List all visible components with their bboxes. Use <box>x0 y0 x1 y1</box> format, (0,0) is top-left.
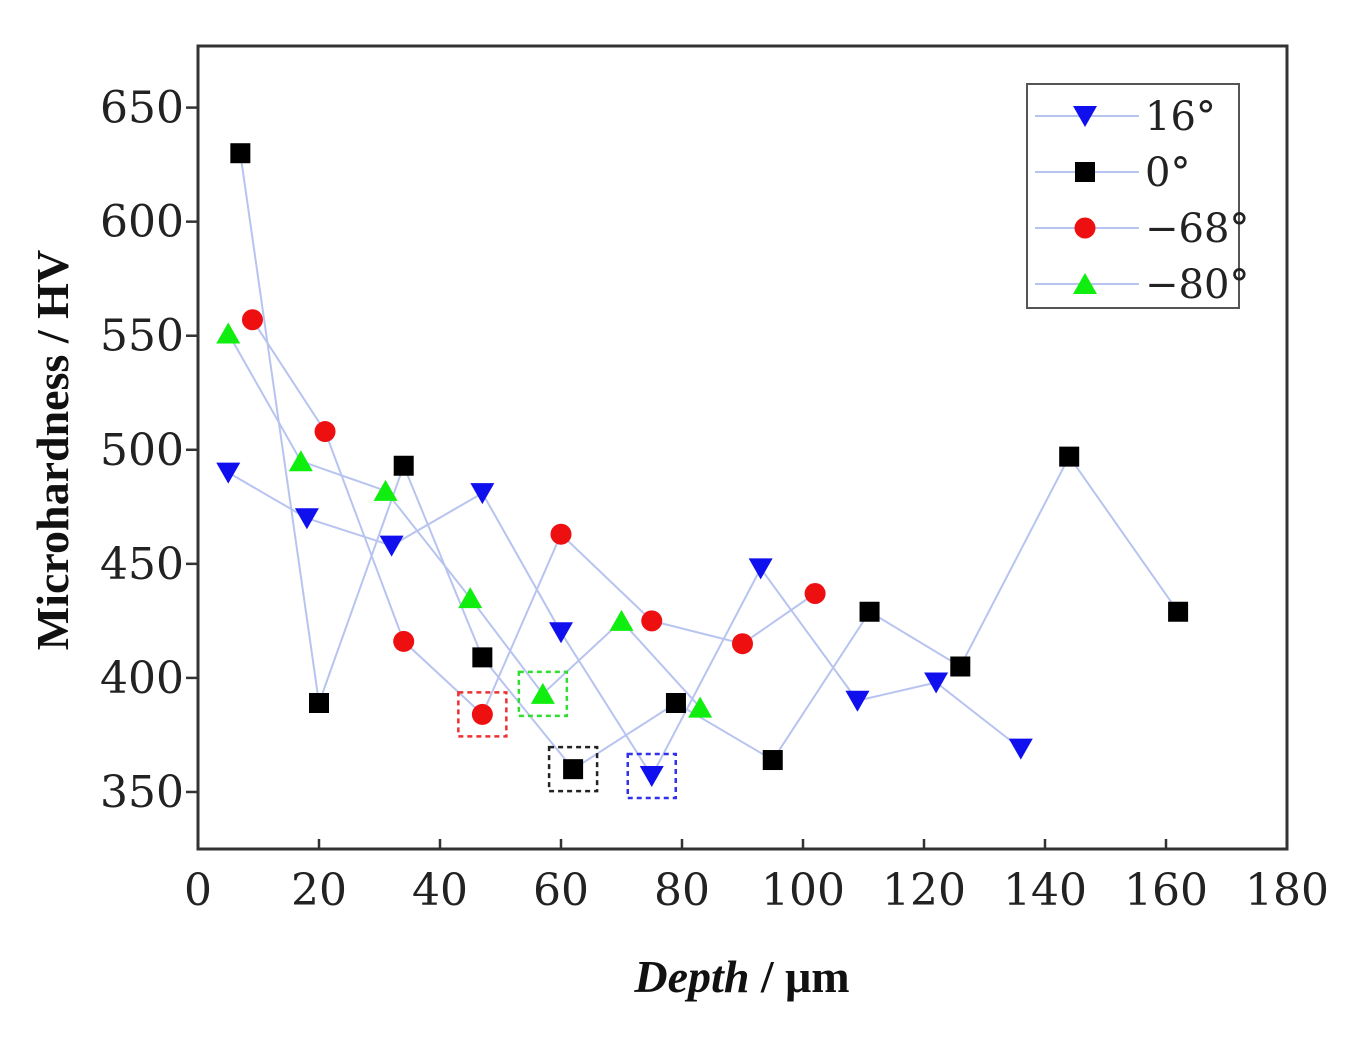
data-point-s2-p1 <box>314 421 336 443</box>
data-point-s1-p2 <box>393 455 414 476</box>
y-tick-label-6: 650 <box>100 83 184 134</box>
legend-marker-3 <box>1073 273 1097 294</box>
data-point-s1-p8 <box>950 656 971 677</box>
data-point-s2-p5 <box>641 610 663 632</box>
legend-label-1: 0° <box>1145 150 1190 196</box>
highlight-box-3 <box>517 670 569 718</box>
y-tick-label-5: 600 <box>100 197 184 248</box>
y-tick-label-0: 350 <box>100 767 184 818</box>
data-point-s1-p4 <box>563 759 584 780</box>
x-tick-label-7: 140 <box>1003 865 1087 916</box>
y-tick-label-2: 450 <box>100 539 184 590</box>
x-tick-label-1: 20 <box>291 865 347 916</box>
data-point-s1-p1 <box>309 693 329 713</box>
data-point-s0-p1 <box>294 508 319 530</box>
data-point-s3-p2 <box>373 479 398 501</box>
legend-label-3: −80° <box>1145 262 1249 308</box>
x-tick-label-0: 0 <box>184 865 212 916</box>
data-point-s0-p2 <box>379 535 404 557</box>
y-tick-label-3: 500 <box>100 425 184 476</box>
plot-frame <box>196 44 1289 851</box>
x-tick-label-5: 100 <box>761 865 845 916</box>
data-point-s1-p9 <box>1059 446 1080 467</box>
data-point-s2-p3 <box>471 703 493 725</box>
axes: 0 20 40 60 80 100 120 140 160 180 350 400 450 500 550 6… <box>100 44 1329 916</box>
x-axis-label-italic: Depth <box>633 951 749 1002</box>
legend-marker-1 <box>1075 162 1095 182</box>
legend-label-0: 16° <box>1145 94 1216 140</box>
highlight-box-2 <box>457 691 508 738</box>
y-tick-label-4: 550 <box>100 311 184 362</box>
data-point-s3-p5 <box>609 609 634 631</box>
data-point-s0-p0 <box>216 462 241 484</box>
data-point-s2-p0 <box>241 309 263 331</box>
data-point-s0-p6 <box>748 558 773 580</box>
data-point-s0-p7 <box>845 690 870 712</box>
data-point-s0-p5 <box>639 766 664 787</box>
data-point-s3-p0 <box>216 322 241 344</box>
y-axis-label: Microhardness / HV <box>27 250 78 650</box>
data-point-s3-p4 <box>530 682 555 704</box>
data-point-s2-p6 <box>732 633 753 655</box>
highlight-box-1 <box>547 745 599 793</box>
x-axis-label: Depth / μm <box>633 951 849 1002</box>
data-point-s1-p0 <box>230 143 251 164</box>
data-point-s3-p3 <box>458 587 483 609</box>
data-point-s2-p4 <box>550 523 572 545</box>
data-point-s1-p6 <box>762 750 783 771</box>
x-tick-label-3: 60 <box>533 865 589 916</box>
legend-marker-0 <box>1073 106 1097 127</box>
data-point-s1-p5 <box>665 693 686 713</box>
legend-label-2: −68° <box>1145 206 1249 252</box>
data-point-s0-p4 <box>549 622 573 644</box>
data-point-s0-p8 <box>924 672 949 694</box>
data-markers <box>216 143 1189 787</box>
series-line-2 <box>251 319 816 717</box>
y-tick-label-1: 400 <box>100 653 184 704</box>
x-tick-label-2: 40 <box>412 865 468 916</box>
highlight-boxes <box>457 670 677 800</box>
data-point-s1-p10 <box>1168 601 1189 622</box>
x-tick-label-4: 80 <box>654 865 710 916</box>
x-tick-label-6: 120 <box>882 865 966 916</box>
legend-marker-2 <box>1074 217 1096 239</box>
highlight-box-0 <box>626 752 677 800</box>
data-point-s0-p3 <box>470 483 495 505</box>
x-tick-label-9: 180 <box>1245 865 1329 916</box>
legend: 16° 0° −68° −80° <box>1026 83 1249 309</box>
data-point-s3-p1 <box>288 450 313 472</box>
x-tick-label-8: 160 <box>1124 865 1208 916</box>
series-line-0 <box>227 471 1022 778</box>
data-point-s2-p7 <box>804 583 826 604</box>
data-point-s2-p2 <box>393 630 415 652</box>
series-line-3 <box>227 332 701 709</box>
x-axis-label-unit: / μm <box>749 951 849 1002</box>
legend-box <box>1026 83 1240 309</box>
data-point-s1-p3 <box>472 647 493 668</box>
data-point-s1-p7 <box>859 601 880 622</box>
data-point-s3-p6 <box>688 696 713 718</box>
data-point-s0-p9 <box>1008 738 1033 760</box>
